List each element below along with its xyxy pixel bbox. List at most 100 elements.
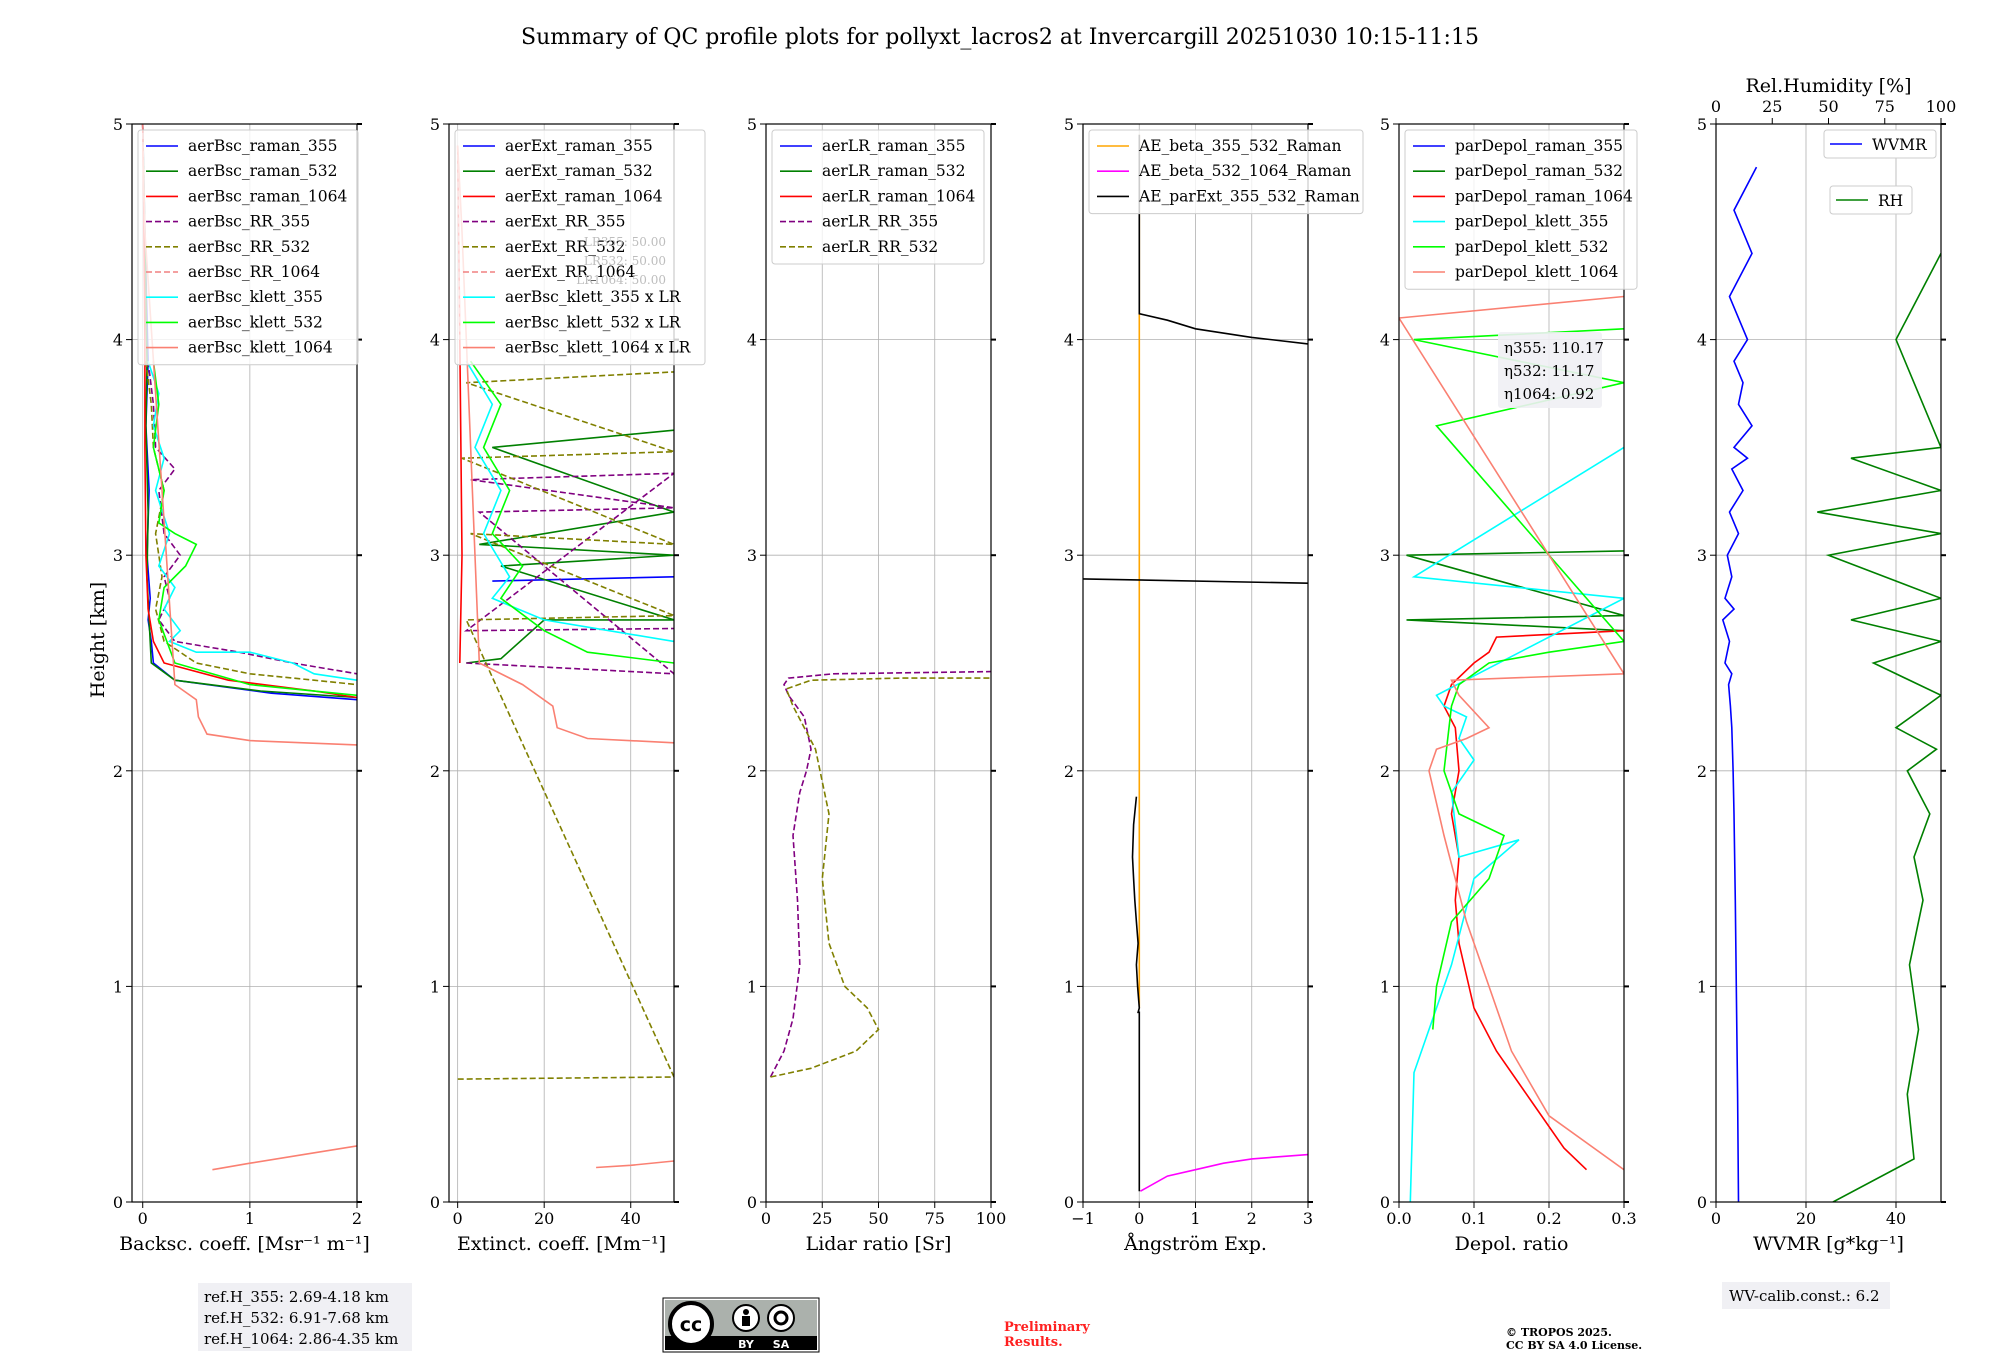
legend-label-WVMR: WVMR <box>1872 136 1928 154</box>
legend-label-aerBsc_klett_532 x LR: aerBsc_klett_532 x LR <box>505 313 682 331</box>
angstrom-xtick-label: 1 <box>1190 1209 1200 1228</box>
depol-xtick-label: 0.3 <box>1611 1209 1636 1228</box>
legend-label-aerBsc_klett_355: aerBsc_klett_355 <box>188 288 323 306</box>
lidar_ratio-legend <box>771 129 985 265</box>
legend-label-aerBsc_klett_1064 x LR: aerBsc_klett_1064 x LR <box>505 339 692 357</box>
legend-label-aerExt_raman_355: aerExt_raman_355 <box>505 137 653 155</box>
lidar_ratio-ytick-label: 1 <box>747 977 757 996</box>
legend-label-aerBsc_RR_355: aerBsc_RR_355 <box>188 213 310 231</box>
ref-height-box <box>198 1283 412 1351</box>
lidar_ratio-xlabel: Lidar ratio [Sr] <box>806 1233 952 1255</box>
extinction-annotation: LR355: 50.00 <box>584 235 666 249</box>
legend-label-parDepol_klett_532: parDepol_klett_532 <box>1455 238 1608 256</box>
extinction-frame <box>448 123 675 1203</box>
wvmr-xtick-label: 20 <box>1796 1209 1816 1228</box>
series-line-aerBsc_RR_355 <box>147 361 357 675</box>
legend-label-aerLR_raman_355: aerLR_raman_355 <box>822 137 965 155</box>
legend-label-RH: RH <box>1878 192 1903 210</box>
legend-label-aerExt_RR_1064: aerExt_RR_1064 <box>505 263 636 281</box>
extinction-xlabel: Extinct. coeff. [Mm⁻¹] <box>457 1233 666 1255</box>
backscatter-ytick-label: 2 <box>113 762 123 781</box>
depol-ytick-label: 5 <box>1380 115 1390 134</box>
angstrom-ytick-label: 0 <box>1064 1193 1074 1212</box>
angstrom-ytick-label: 4 <box>1064 331 1074 350</box>
legend-label-aerLR_RR_532: aerLR_RR_532 <box>822 238 938 256</box>
copyright-line2: CC BY SA 4.0 License. <box>1506 1339 1642 1352</box>
extinction-xtick-label: 20 <box>534 1209 554 1228</box>
wvmr-ytick-label: 0 <box>1697 1193 1707 1212</box>
backscatter-xlabel: Backsc. coeff. [Msr⁻¹ m⁻¹] <box>119 1233 370 1255</box>
series-line-AE_parExt_355_532_Raman <box>1083 578 1308 584</box>
extinction-ytick-label: 0 <box>430 1193 440 1212</box>
wvmr-xtick-label: 40 <box>1886 1209 1906 1228</box>
legend-label-aerBsc_RR_532: aerBsc_RR_532 <box>188 238 310 256</box>
legend-label-aerExt_raman_1064: aerExt_raman_1064 <box>505 187 663 205</box>
backscatter-ytick-label: 4 <box>113 331 123 350</box>
eta-line: η1064: 0.92 <box>1504 385 1594 403</box>
series-line-parDepol_klett_1064 <box>1399 295 1624 1171</box>
legend-label-parDepol_klett_1064: parDepol_klett_1064 <box>1455 263 1618 281</box>
series-line-RH <box>1817 253 1941 1202</box>
lidar_ratio-xtick-label: 100 <box>976 1209 1007 1228</box>
wvmr-ytick-label: 2 <box>1697 762 1707 781</box>
lidar_ratio-ytick-label: 4 <box>747 331 757 350</box>
lidar_ratio-ytick-label: 3 <box>747 546 757 565</box>
legend-label-aerBsc_raman_1064: aerBsc_raman_1064 <box>188 187 348 205</box>
sa-label: SA <box>773 1338 790 1351</box>
series-line-parDepol_klett_532 <box>1413 328 1624 1030</box>
angstrom-ytick-label: 1 <box>1064 977 1074 996</box>
extinction-ytick-label: 1 <box>430 977 440 996</box>
legend-label-aerExt_RR_532: aerExt_RR_532 <box>505 238 626 256</box>
sa-icon <box>767 1304 795 1332</box>
series-line-aerBsc_RR_532 <box>145 361 357 686</box>
wvmr-panel: 0 20 40 0 1 2 3 4 5 WVMR [g*kg⁻¹] 0 25 50 75 100 Rel.Hu… <box>1697 75 1956 1309</box>
preliminary-line1: Preliminary <box>1004 1320 1090 1335</box>
depol-xtick-label: 0.0 <box>1386 1209 1411 1228</box>
cc-license-badge: cc BY SA <box>662 1297 820 1353</box>
legend-label-aerBsc_raman_532: aerBsc_raman_532 <box>188 162 338 180</box>
wvmr-xlabel: WVMR [g*kg⁻¹] <box>1753 1233 1904 1255</box>
legend-box-RH <box>1829 185 1913 215</box>
wvmr-series <box>1721 166 1941 1202</box>
by-label: BY <box>738 1338 755 1351</box>
wvmr-top-tick-label: 25 <box>1762 97 1782 116</box>
series-line-aerExt_raman_532 <box>466 429 674 664</box>
backscatter-panel: 0 1 2 0 1 2 3 4 5 Backsc. coeff. [Msr⁻¹ m⁻¹] aerBs… <box>113 115 412 1351</box>
series-line-aerBsc_klett_532 <box>152 361 357 697</box>
preliminary-line2: Results. <box>1004 1335 1063 1350</box>
legend-label-AE_beta_355_532_Raman: AE_beta_355_532_Raman <box>1138 137 1341 155</box>
ref-height-line: ref.H_355: 2.69-4.18 km <box>204 1288 389 1306</box>
legend-label-parDepol_raman_532: parDepol_raman_532 <box>1455 162 1623 180</box>
extinction-annotation: LR1064: 50.00 <box>576 273 666 287</box>
wv-calib-box <box>1722 1282 1890 1309</box>
backscatter-xtick-label: 2 <box>352 1209 362 1228</box>
series-line-aerBsc_klett_355 <box>147 360 357 681</box>
backscatter-xtick-label: 1 <box>245 1209 255 1228</box>
extinction-xtick-label: 40 <box>621 1209 641 1228</box>
wvmr-ytick-label: 3 <box>1697 546 1707 565</box>
angstrom-series <box>1083 134 1308 1192</box>
ref-height-line: ref.H_532: 6.91-7.68 km <box>204 1309 389 1327</box>
lidar_ratio-xtick-label: 50 <box>868 1209 888 1228</box>
series-line-aerBsc_klett_532 x LR <box>469 360 674 664</box>
backscatter-ytick-label: 3 <box>113 546 123 565</box>
lidar_ratio-ytick-label: 5 <box>747 115 757 134</box>
legend-label-aerBsc_raman_355: aerBsc_raman_355 <box>188 137 338 155</box>
depol-legend <box>1404 129 1638 290</box>
series-line-aerLR_RR_532 <box>770 677 991 1078</box>
extinction-annotation: LR532: 50.00 <box>584 254 666 268</box>
legend-label-parDepol_raman_1064: parDepol_raman_1064 <box>1455 187 1633 205</box>
angstrom-ytick-label: 2 <box>1064 762 1074 781</box>
legend-label-aerBsc_klett_1064: aerBsc_klett_1064 <box>188 339 333 357</box>
eta-line: η355: 110.17 <box>1504 339 1604 357</box>
angstrom-legend <box>1088 129 1364 215</box>
lidar_ratio-ytick-label: 2 <box>747 762 757 781</box>
angstrom-xtick-label: 0 <box>1134 1209 1144 1228</box>
backscatter-ytick-label: 5 <box>113 115 123 134</box>
series-line-WVMR <box>1721 166 1758 1202</box>
depol-panel: 0.0 0.1 0.2 0.3 0 1 2 3 4 5 Depol. ratio parDepol_r… <box>1380 115 1638 1255</box>
wvmr-top-tick-label: 50 <box>1818 97 1838 116</box>
legend-label-parDepol_raman_355: parDepol_raman_355 <box>1455 137 1623 155</box>
